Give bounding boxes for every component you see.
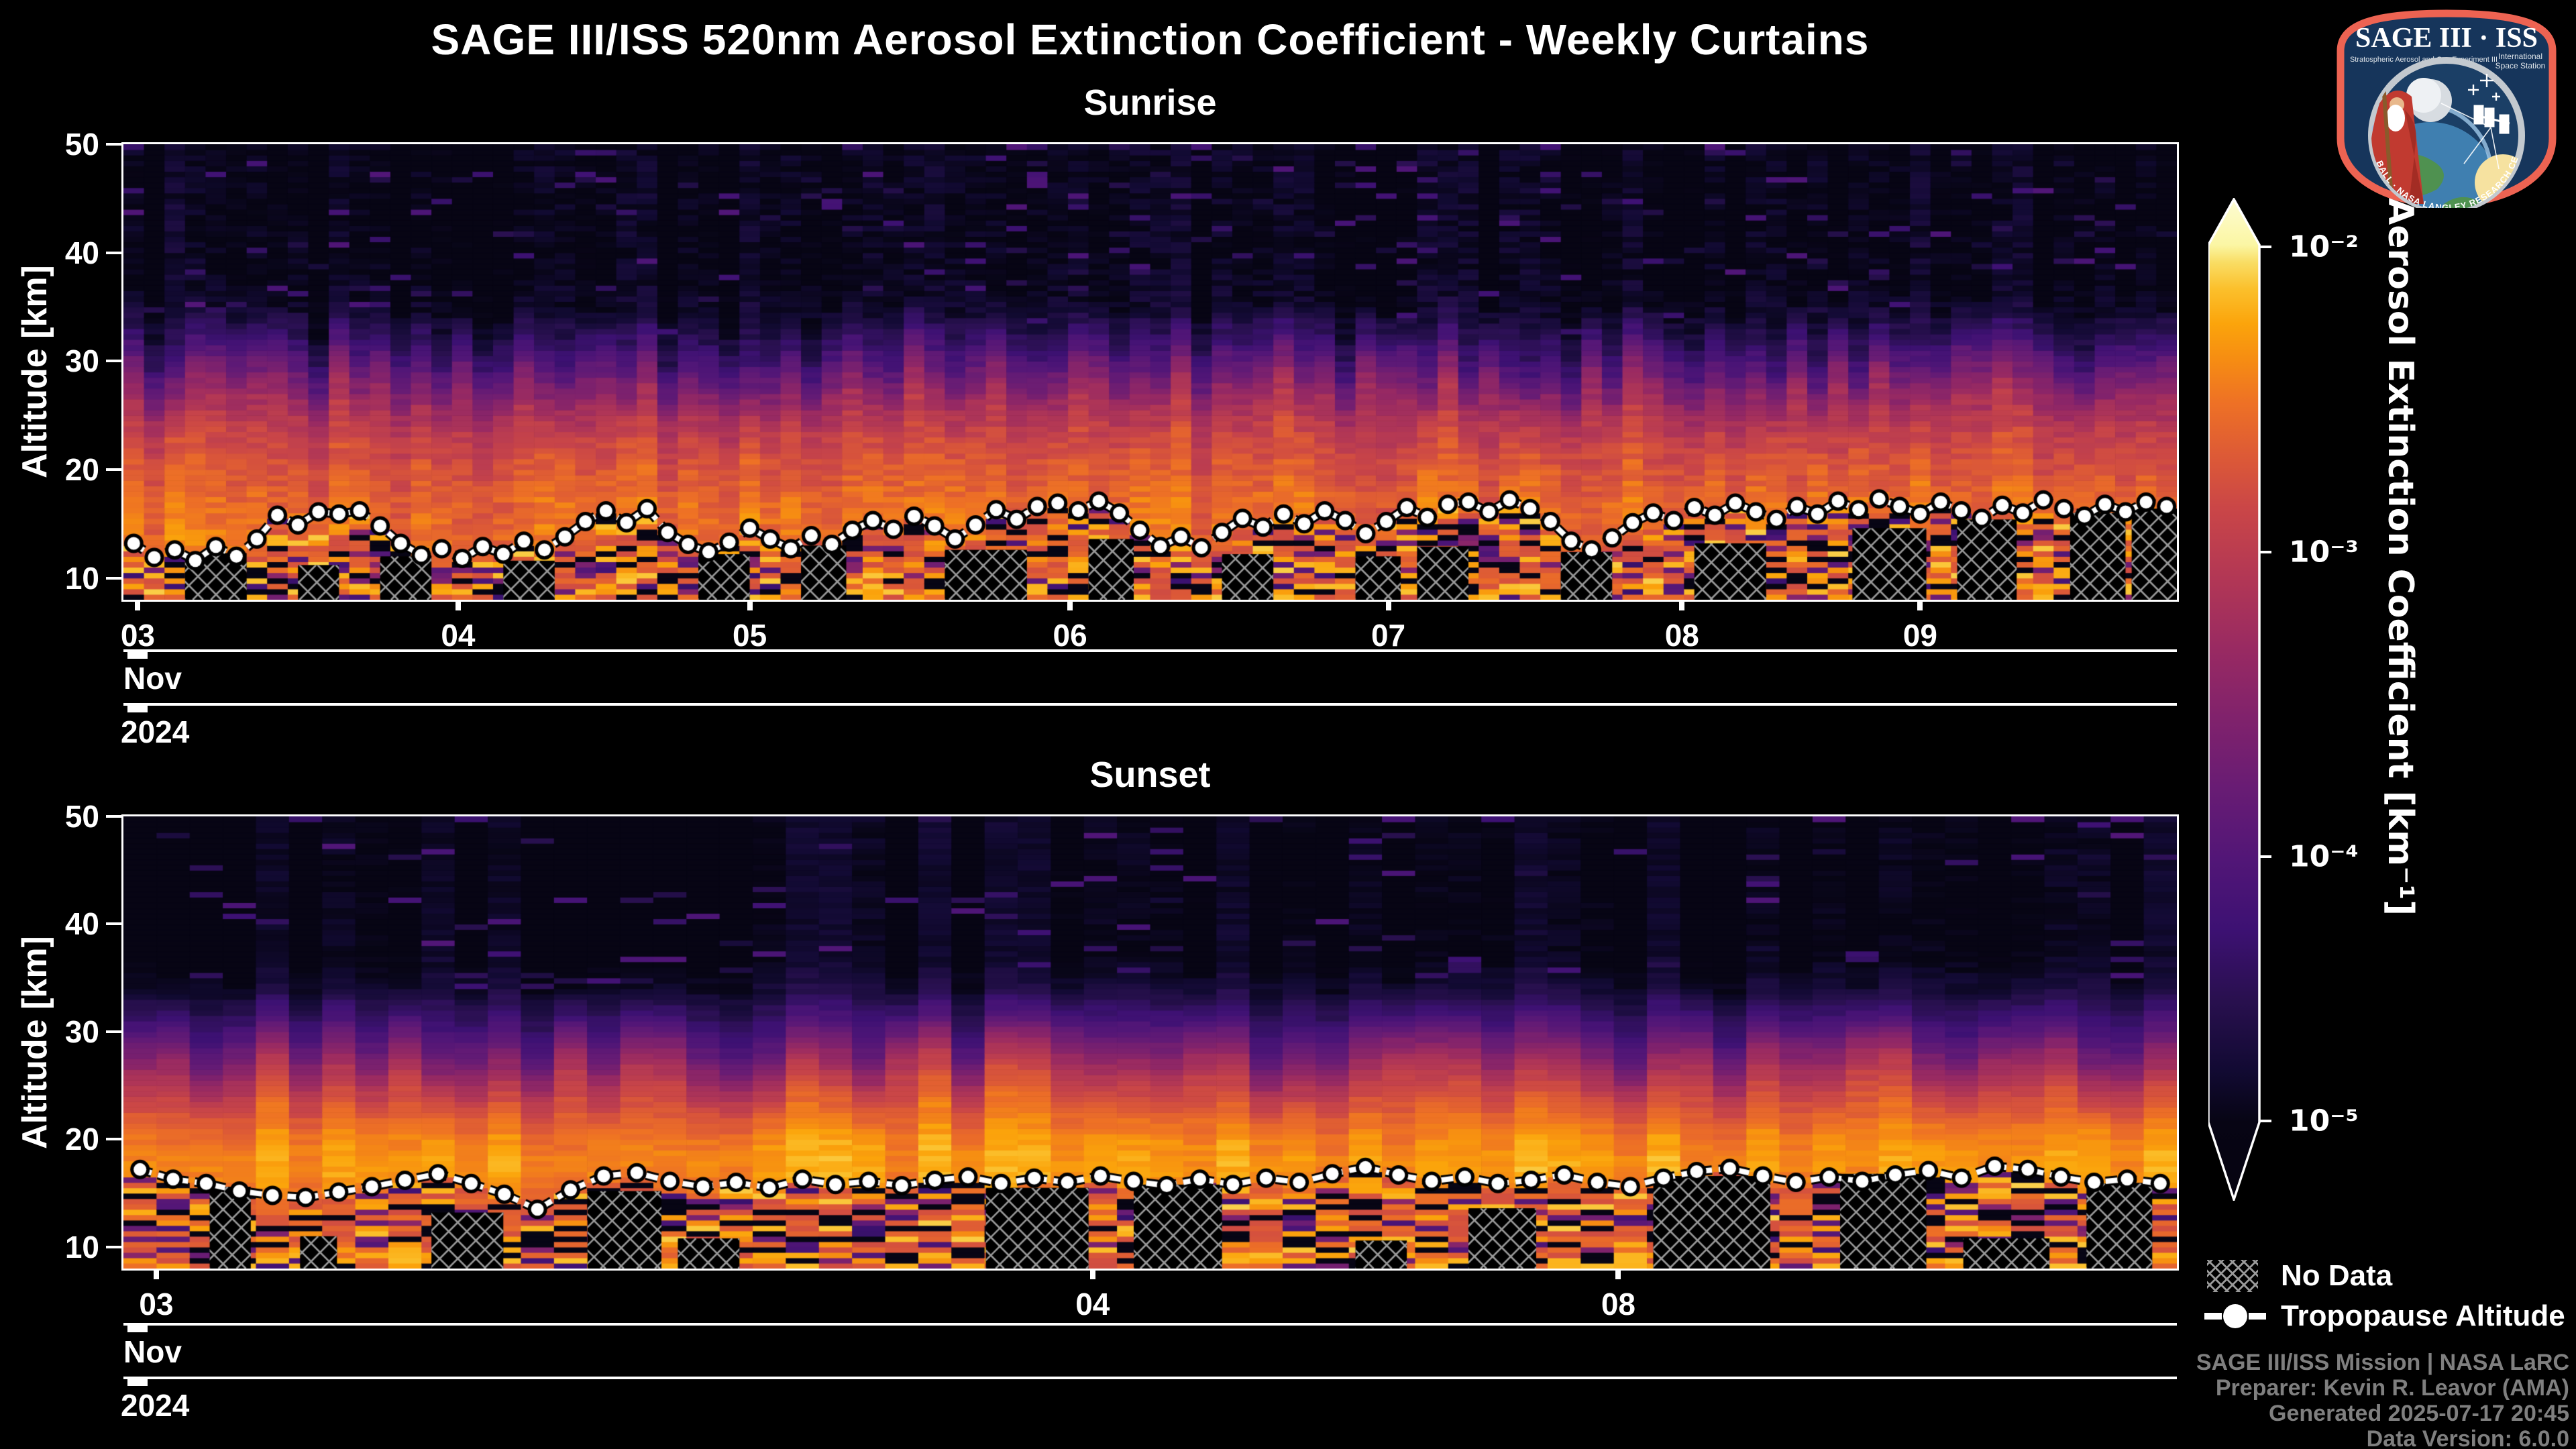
sunset-year-axis-line [123,1377,2177,1379]
logo-subtitle-right-1: International [2498,52,2542,61]
sunrise-year-axis-tick [127,706,148,712]
x-tick-mark [1679,600,1685,610]
y-tick-mark [106,468,121,471]
logo-subtitle-right-2: Space Station [2496,61,2546,70]
x-tick-label: 08 [1601,1287,1635,1322]
y-tick-mark [106,143,121,146]
y-tick-mark [106,251,121,254]
y-tick-mark [106,922,121,926]
colorbar-tick-label: 10⁻² [2289,229,2359,264]
y-tick-mark [106,1245,121,1248]
colorbar-title: Aerosol Extinction Coefficient [km⁻¹] [2380,198,2420,916]
legend-tropopause-label: Tropopause Altitude [2281,1299,2565,1332]
x-tick-label: 04 [1075,1287,1110,1322]
sage-iss-logo: SAGE III · ISS Stratospheric Aerosol and… [2330,9,2557,208]
y-tick-mark [106,1030,121,1033]
credit-generated: Generated 2025-07-17 20:45 [2269,1401,2569,1426]
tropopause-line-icon-2 [2249,1313,2266,1320]
y-tick-label: 30 [64,1014,99,1049]
tropopause-dot-icon [2223,1304,2247,1328]
y-tick-label: 30 [64,343,99,379]
colorbar [2208,198,2271,1201]
x-tick-mark [1067,600,1073,610]
x-tick-label: 03 [139,1287,174,1322]
y-tick-label: 50 [64,799,99,834]
sunrise-heatmap-canvas [123,144,2177,600]
page-title: SAGE III/ISS 520nm Aerosol Extinction Co… [431,15,1870,64]
sunrise-plot-frame [121,142,2179,602]
x-tick-label: 07 [1371,618,1406,653]
sunrise-subtitle: Sunrise [1083,83,1217,123]
x-tick-mark [747,600,753,610]
sunset-heatmap-canvas [123,816,2177,1269]
y-tick-label: 10 [64,560,99,596]
x-tick-mark [455,600,461,610]
y-tick-mark [106,1138,121,1141]
sunrise-year-axis-line [123,703,2177,706]
sunset-year-axis-tick [127,1379,148,1386]
x-tick-mark [1615,1269,1621,1279]
sunset-year-label: 2024 [121,1388,190,1423]
y-tick-label: 40 [64,906,99,942]
y-tick-label: 20 [64,1122,99,1157]
sunrise-month-axis-tick [127,652,148,659]
logo-iss-icon [2473,105,2510,134]
credit-mission: SAGE III/ISS Mission | NASA LaRC [2196,1350,2569,1375]
tropopause-line-icon [2204,1313,2222,1320]
logo-title: SAGE III · ISS [2355,23,2538,54]
sunset-plot-frame [121,814,2179,1271]
sunrise-month-axis-line [123,649,2177,652]
logo-stars-icon [2468,74,2500,101]
y-tick-label: 50 [64,127,99,162]
x-tick-label: 03 [120,618,155,653]
y-tick-mark [106,815,121,818]
colorbar-tick-label: 10⁻⁵ [2289,1104,2359,1138]
credit-preparer: Preparer: Kevin R. Leavor (AMA) [2215,1375,2569,1401]
colorbar-tick-marks [2259,246,2271,1122]
sunrise-month-label: Nov [123,661,182,696]
y-tick-label: 40 [64,235,99,270]
x-tick-label: 04 [441,618,476,653]
x-tick-mark [1385,600,1391,610]
x-tick-mark [1089,1269,1095,1279]
y-tick-mark [106,576,121,580]
colorbar-tick-label: 10⁻⁴ [2289,839,2359,874]
x-tick-label: 06 [1053,618,1087,653]
credit-data-version: Data Version: 6.0.0 [2366,1426,2569,1449]
sunset-month-label: Nov [123,1334,182,1369]
sunset-subtitle: Sunset [1089,755,1211,795]
x-tick-label: 05 [733,618,767,653]
colorbar-bar [2208,198,2261,1201]
y-tick-label: 10 [64,1229,99,1265]
x-tick-label: 08 [1664,618,1699,653]
sunset-month-axis-line [123,1323,2177,1326]
sunset-month-axis-tick [127,1326,148,1332]
x-tick-mark [1917,600,1923,610]
colorbar-tick-label: 10⁻³ [2289,535,2359,570]
x-tick-label: 09 [1902,618,1937,653]
y-tick-label: 20 [64,452,99,487]
legend-no-data-label: No Data [2281,1259,2393,1292]
x-tick-mark [153,1269,159,1279]
y-tick-mark [106,360,121,363]
no-data-hatch-icon [2207,1260,2258,1292]
credits-block: SAGE III/ISS Mission | NASA LaRC Prepare… [1878,1350,2569,1449]
x-tick-mark [135,600,141,610]
sunrise-year-label: 2024 [121,714,190,749]
